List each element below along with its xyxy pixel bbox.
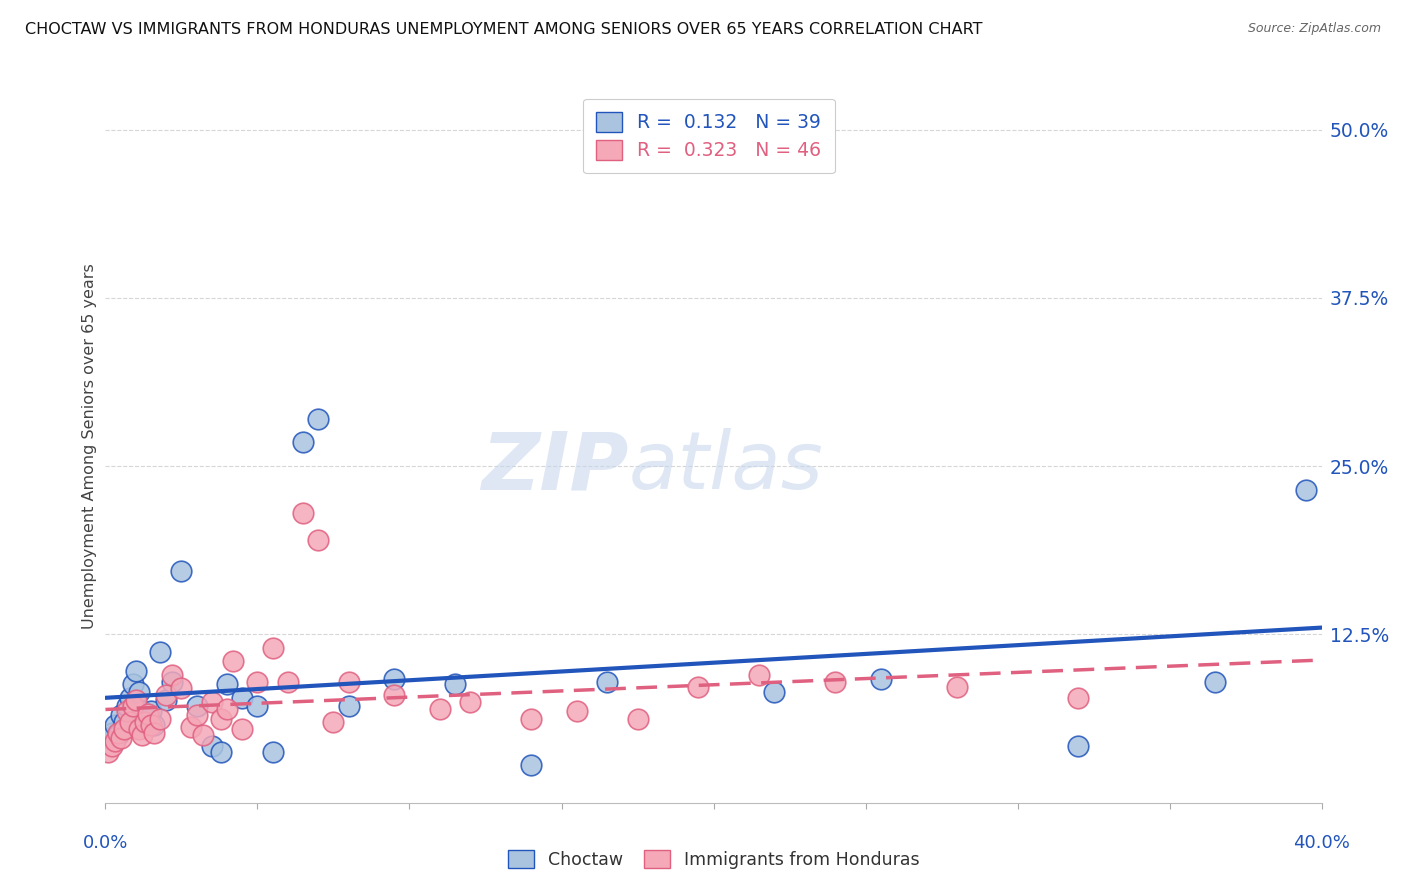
Point	[209, 712, 232, 726]
Point	[103, 734, 125, 748]
Point	[128, 722, 150, 736]
Legend: Choctaw, Immigrants from Honduras: Choctaw, Immigrants from Honduras	[501, 844, 927, 876]
Point	[107, 726, 129, 740]
Point	[217, 677, 239, 691]
Point	[565, 704, 588, 718]
Point	[217, 701, 239, 715]
Point	[246, 698, 269, 713]
Point	[134, 714, 156, 729]
Point	[131, 704, 153, 718]
Point	[162, 674, 184, 689]
Point	[139, 717, 162, 731]
Point	[458, 695, 481, 709]
Text: ZIP: ZIP	[481, 428, 628, 507]
Point	[110, 708, 132, 723]
Text: atlas: atlas	[628, 428, 823, 507]
Text: Source: ZipAtlas.com: Source: ZipAtlas.com	[1247, 22, 1381, 36]
Point	[262, 745, 284, 759]
Point	[191, 729, 214, 743]
Point	[118, 714, 141, 729]
Point	[322, 714, 344, 729]
Point	[1067, 690, 1090, 705]
Point	[121, 698, 143, 713]
Point	[262, 640, 284, 655]
Point	[170, 564, 193, 578]
Point	[128, 685, 150, 699]
Point	[107, 729, 129, 743]
Point	[100, 726, 122, 740]
Point	[112, 722, 135, 736]
Point	[748, 668, 770, 682]
Text: CHOCTAW VS IMMIGRANTS FROM HONDURAS UNEMPLOYMENT AMONG SENIORS OVER 65 YEARS COR: CHOCTAW VS IMMIGRANTS FROM HONDURAS UNEM…	[25, 22, 983, 37]
Point	[1204, 674, 1226, 689]
Point	[596, 674, 619, 689]
Point	[520, 712, 543, 726]
Point	[520, 758, 543, 772]
Point	[1067, 739, 1090, 754]
Point	[444, 677, 467, 691]
Point	[149, 645, 172, 659]
Point	[112, 714, 135, 729]
Point	[121, 677, 143, 691]
Point	[429, 701, 451, 715]
Point	[125, 664, 148, 678]
Point	[869, 672, 891, 686]
Point	[222, 655, 245, 669]
Text: 0.0%: 0.0%	[83, 834, 128, 852]
Point	[186, 698, 208, 713]
Point	[277, 674, 299, 689]
Point	[246, 674, 269, 689]
Point	[186, 708, 208, 723]
Point	[97, 745, 120, 759]
Point	[162, 668, 184, 682]
Point	[626, 712, 648, 726]
Point	[97, 731, 120, 746]
Point	[149, 712, 172, 726]
Point	[1295, 483, 1317, 498]
Point	[115, 704, 138, 718]
Point	[337, 698, 360, 713]
Point	[201, 739, 224, 754]
Text: 40.0%: 40.0%	[1294, 834, 1350, 852]
Point	[139, 704, 162, 718]
Point	[136, 712, 159, 726]
Point	[945, 680, 967, 694]
Point	[688, 680, 710, 694]
Point	[292, 434, 315, 449]
Point	[201, 695, 224, 709]
Point	[136, 706, 159, 721]
Point	[103, 717, 125, 731]
Point	[155, 688, 177, 702]
Point	[382, 688, 405, 702]
Point	[382, 672, 405, 686]
Point	[134, 714, 156, 729]
Point	[110, 731, 132, 746]
Point	[118, 690, 141, 705]
Point	[100, 739, 122, 754]
Point	[170, 681, 193, 696]
Point	[763, 685, 786, 699]
Point	[231, 690, 253, 705]
Point	[131, 729, 153, 743]
Point	[231, 722, 253, 736]
Point	[307, 533, 329, 548]
Point	[209, 745, 232, 759]
Point	[115, 698, 138, 713]
Point	[292, 506, 315, 520]
Point	[337, 674, 360, 689]
Point	[125, 693, 148, 707]
Point	[307, 412, 329, 426]
Point	[824, 674, 846, 689]
Point	[180, 720, 202, 734]
Point	[155, 693, 177, 707]
Point	[143, 717, 166, 731]
Point	[143, 726, 166, 740]
Y-axis label: Unemployment Among Seniors over 65 years: Unemployment Among Seniors over 65 years	[82, 263, 97, 629]
